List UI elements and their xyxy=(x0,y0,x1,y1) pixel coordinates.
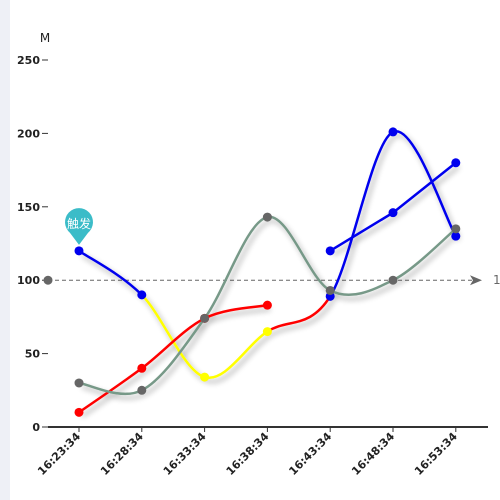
x-tick-label: 16:48:34 xyxy=(349,430,397,478)
x-tick-label: 16:38:34 xyxy=(224,430,272,478)
series-1-segment-2 xyxy=(266,295,332,333)
y-tick-label: 0 xyxy=(32,421,40,434)
series-2-point xyxy=(74,407,84,417)
x-tick-label: 16:33:34 xyxy=(161,430,209,478)
series-2-point xyxy=(137,363,147,373)
y-unit-label: M xyxy=(40,31,50,45)
series-2-point xyxy=(262,300,272,310)
series-0-point xyxy=(388,208,398,218)
y-tick-label: 250 xyxy=(17,54,40,67)
reference-label: 1 xyxy=(493,273,500,287)
series-3-point xyxy=(325,285,335,295)
pin-label: 触发 xyxy=(67,216,91,231)
series-1-point xyxy=(74,246,84,256)
left-edge-strip xyxy=(0,0,10,500)
x-tick-label: 16:53:34 xyxy=(412,430,460,478)
series-0-point xyxy=(325,246,335,256)
trigger-pin: 触发 xyxy=(65,208,93,245)
series-1-point xyxy=(137,290,147,300)
series-3-point xyxy=(388,275,398,285)
y-tick-label: 200 xyxy=(17,127,40,140)
series-1-point xyxy=(451,231,461,241)
series-3-point xyxy=(451,224,461,234)
series-1-point xyxy=(200,372,210,382)
pin-marker-icon xyxy=(65,208,93,245)
series-1-segment-0 xyxy=(78,249,143,296)
y-tick-label: 50 xyxy=(25,348,41,361)
reference-start-marker xyxy=(43,275,53,285)
series-0-line xyxy=(329,161,457,252)
series-1-point xyxy=(388,127,398,137)
series-0-point xyxy=(451,158,461,168)
series-3-point xyxy=(74,378,84,388)
x-tick-label: 16:43:34 xyxy=(286,430,334,478)
y-tick-label: 100 xyxy=(17,274,40,287)
series-3-point xyxy=(137,385,147,395)
x-tick-label: 16:23:34 xyxy=(35,430,83,478)
y-tick-label: 150 xyxy=(17,201,40,214)
series-3-point xyxy=(262,212,272,222)
reference-arrow-icon xyxy=(470,275,482,286)
x-tick-label: 16:28:34 xyxy=(98,430,146,478)
series-3-point xyxy=(200,313,210,323)
series-1-point xyxy=(262,327,272,337)
